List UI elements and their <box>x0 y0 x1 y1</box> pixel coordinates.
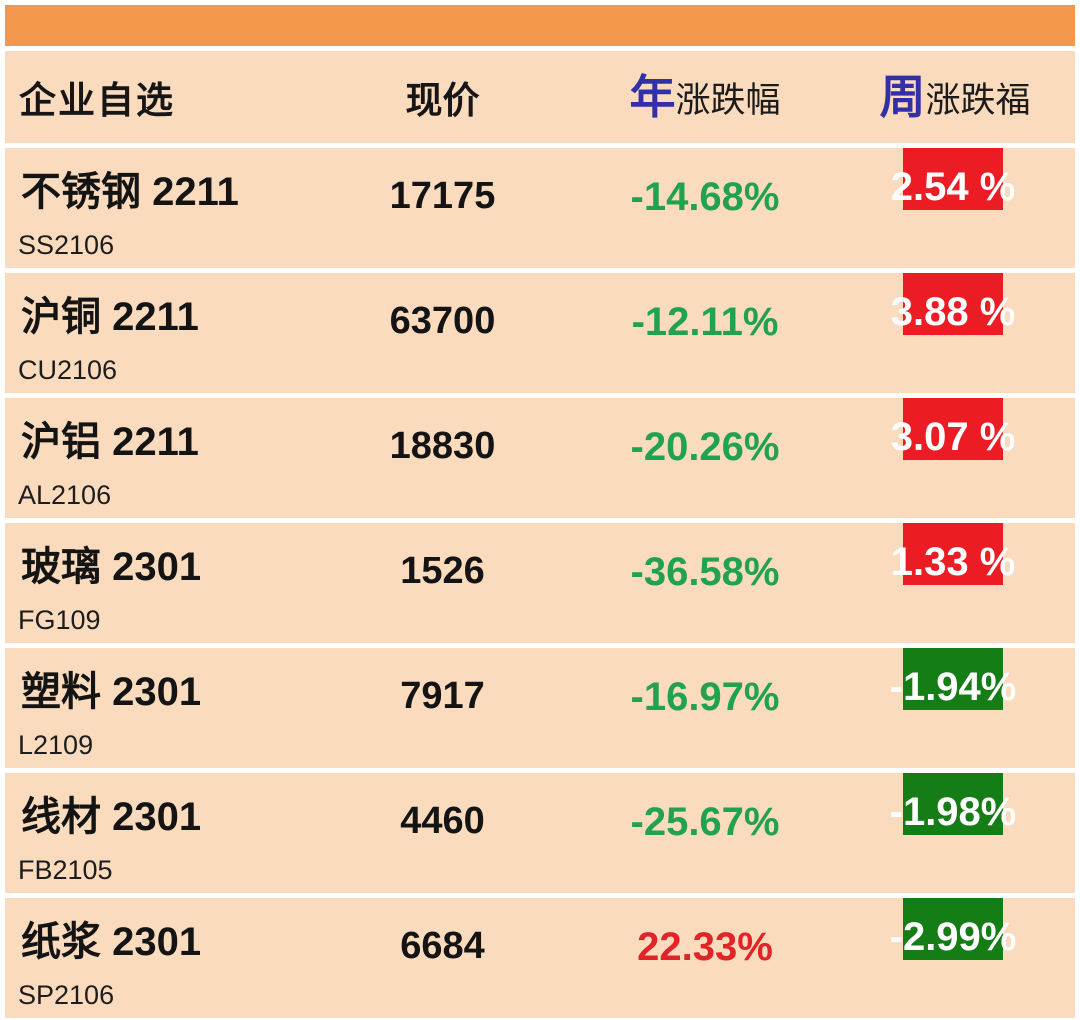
week-change-badge: 2.54 % <box>891 148 1015 210</box>
year-prefix-label: 年 <box>629 71 676 123</box>
contract-name: 玻璃 2301 <box>21 545 202 589</box>
current-price: 18830 <box>389 425 496 467</box>
table-row[interactable]: 不锈钢 2211 SS2106 17175 -14.68% 2.54 % <box>5 148 1075 268</box>
column-header-price: 现价 <box>405 80 480 121</box>
table-row[interactable]: 线材 2301 FB2105 4460 -25.67% -1.98% <box>5 773 1075 893</box>
week-change-badge: -2.99% <box>890 898 1016 960</box>
week-change-badge: -1.98% <box>890 773 1016 835</box>
year-change-value: -14.68% <box>630 175 780 219</box>
year-change-value: -20.26% <box>630 425 780 469</box>
current-price: 7917 <box>400 675 485 717</box>
contract-name: 纸浆 2301 <box>21 920 202 964</box>
contract-code: AL2106 <box>18 480 112 510</box>
contract-code: SP2106 <box>18 980 115 1010</box>
contract-code: SS2106 <box>18 230 115 260</box>
contract-name: 塑料 2301 <box>21 670 202 714</box>
column-header-watchlist: 企业自选 <box>19 80 175 121</box>
current-price: 6684 <box>400 925 485 967</box>
contract-name: 沪铜 2211 <box>21 295 199 339</box>
contract-code: CU2106 <box>18 355 118 385</box>
week-change-badge: 1.33 % <box>891 523 1015 585</box>
week-change-badge: 3.88 % <box>891 273 1015 335</box>
table-row[interactable]: 沪铜 2211 CU2106 63700 -12.11% 3.88 % <box>5 273 1075 393</box>
week-prefix-label: 周 <box>879 71 926 123</box>
year-change-value: -12.11% <box>631 300 779 344</box>
table-header-row: 企业自选 现价 年涨跌幅 周涨跌福 <box>5 51 1075 143</box>
year-rest-label: 涨跌幅 <box>675 80 781 120</box>
current-price: 63700 <box>389 300 496 342</box>
contract-code: FG109 <box>18 605 101 635</box>
contract-code: L2109 <box>18 730 94 760</box>
year-change-value: -25.67% <box>630 800 780 844</box>
week-change-badge: -1.94% <box>890 648 1016 710</box>
year-change-value: -36.58% <box>630 550 780 594</box>
current-price: 17175 <box>389 175 496 217</box>
column-header-week-change: 周涨跌福 <box>835 51 1075 143</box>
contract-name: 线材 2301 <box>21 795 202 839</box>
week-rest-label: 涨跌福 <box>925 80 1031 120</box>
current-price: 1526 <box>400 550 485 592</box>
week-change-badge: 3.07 % <box>891 398 1015 460</box>
year-change-value: 22.33% <box>637 925 773 969</box>
title-bar <box>5 5 1075 46</box>
table-row[interactable]: 纸浆 2301 SP2106 6684 22.33% -2.99% <box>5 898 1075 1018</box>
current-price: 4460 <box>400 800 485 842</box>
year-change-value: -16.97% <box>630 675 780 719</box>
table-row[interactable]: 沪铝 2211 AL2106 18830 -20.26% 3.07 % <box>5 398 1075 518</box>
table-row[interactable]: 塑料 2301 L2109 7917 -16.97% -1.94% <box>5 648 1075 768</box>
contract-code: FB2105 <box>18 855 113 885</box>
contract-name: 不锈钢 2211 <box>21 170 239 214</box>
watchlist-table-body: 不锈钢 2211 SS2106 17175 -14.68% 2.54 % 沪铜 … <box>5 148 1075 1018</box>
contract-name: 沪铝 2211 <box>21 420 199 464</box>
column-header-year-change: 年涨跌幅 <box>560 51 850 143</box>
table-row[interactable]: 玻璃 2301 FG109 1526 -36.58% 1.33 % <box>5 523 1075 643</box>
